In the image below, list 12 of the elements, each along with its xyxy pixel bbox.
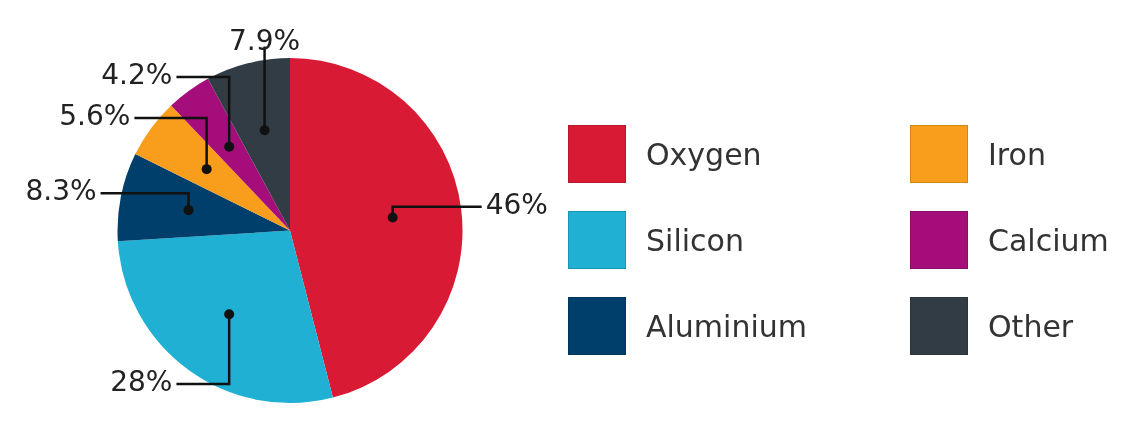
data-label: 5.6% [59,99,131,133]
data-label: 46% [485,188,548,221]
legend-label: Other [988,308,1074,344]
data-label: 28% [110,365,173,399]
legend-label: Aluminium [646,308,808,344]
data-label: 7.9% [229,23,301,57]
legend-label: Iron [988,136,1046,172]
legend-label: Calcium [988,222,1109,258]
legend-label: Oxygen [646,136,762,172]
data-label: 4.2% [101,58,173,92]
legend-label: Silicon [646,222,744,258]
data-label: 8.3% [25,174,97,208]
